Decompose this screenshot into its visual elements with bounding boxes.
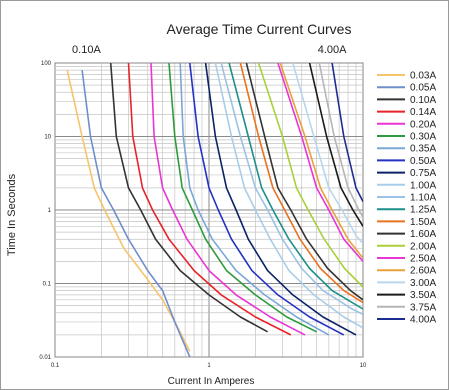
legend-label: 3.75A (410, 302, 436, 313)
legend-label: 1.50A (410, 217, 436, 228)
series-line-0-14A (127, 63, 292, 336)
legend-label: 0.10A (410, 95, 436, 106)
series-line-3-00A (292, 63, 363, 245)
x-tick-label: 1 (207, 363, 211, 369)
legend-label: 2.60A (410, 266, 436, 277)
series-line-1-25A (228, 63, 363, 310)
y-tick-label: 0.01 (39, 355, 51, 361)
legend-label: 1.00A (410, 180, 436, 191)
series-line-3-75A (318, 63, 363, 218)
series-line-1-00A (214, 63, 363, 329)
y-tick-label: 10 (44, 135, 51, 141)
series-line-3-50A (308, 63, 363, 227)
legend-label: 2.00A (410, 241, 436, 252)
legend-label: 1.60A (410, 229, 436, 240)
legend-label: 3.00A (410, 278, 436, 289)
legend-label: 0.30A (410, 132, 436, 143)
annotation-label: 4.00A (318, 44, 347, 56)
legend-label: 4.00A (410, 315, 436, 326)
series-line-0-03A (66, 69, 191, 352)
series-line-0-35A (179, 63, 330, 336)
legend-label: 0.05A (410, 83, 436, 94)
legend-label: 1.10A (410, 193, 436, 204)
chart-title: Average Time Current Curves (167, 21, 352, 37)
series-line-0-50A (189, 63, 345, 336)
annotation-label: 0.10A (72, 44, 101, 56)
x-axis-label: Current In Amperes (168, 376, 255, 387)
series-lines (66, 63, 363, 357)
legend-label: 3.50A (410, 290, 436, 301)
x-tick-label: 10 (360, 363, 367, 369)
legend-label: 1.25A (410, 205, 436, 216)
series-line-2-60A (279, 63, 363, 259)
series-line-0-30A (168, 63, 317, 333)
legend-label: 2.50A (410, 254, 436, 265)
y-axis-label: Time In Seconds (6, 173, 18, 256)
series-line-2-50A (277, 63, 363, 262)
series-line-0-10A (109, 63, 268, 333)
series-line-0-75A (204, 63, 357, 336)
series-line-2-00A (257, 63, 363, 288)
legend-label: 0.75A (410, 168, 436, 179)
legend-label: 0.03A (410, 71, 436, 82)
y-tick-label: 100 (41, 61, 52, 67)
legend-label: 0.14A (410, 107, 436, 118)
x-tick-label: 0.1 (51, 363, 60, 369)
legend-label: 0.50A (410, 156, 436, 167)
series-line-0-05A (81, 69, 191, 357)
series-line-0-20A (150, 63, 306, 336)
series-line-4-00A (331, 63, 363, 202)
legend-label: 0.35A (410, 144, 436, 155)
series-line-1-60A (245, 63, 363, 301)
series-line-1-10A (220, 63, 363, 316)
legend-label: 0.20A (410, 119, 436, 130)
y-tick-label: 0.1 (43, 282, 52, 288)
annotations: 0.10A 4.00A (72, 44, 347, 56)
y-tick-label: 1 (48, 208, 52, 214)
series-line-1-50A (239, 63, 363, 304)
